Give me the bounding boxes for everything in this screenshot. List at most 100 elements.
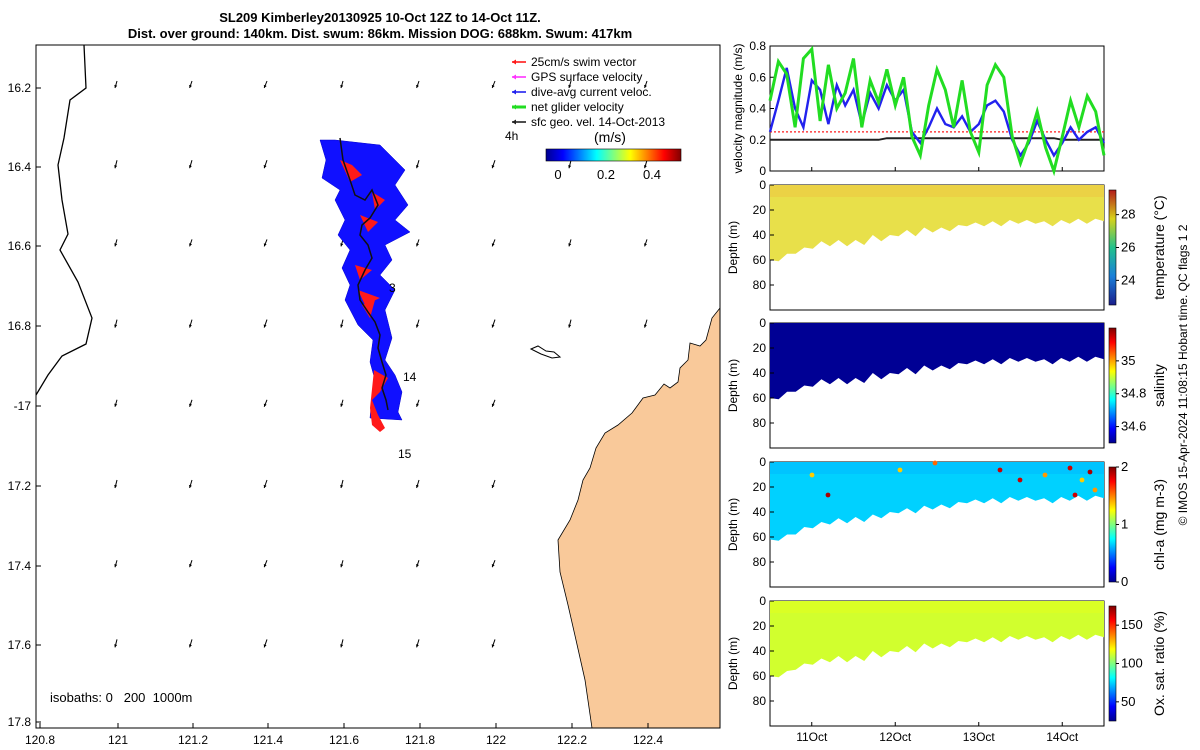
- chl-sample-dot: [1092, 487, 1098, 493]
- salinity-section: 0 20 40 60 80 Depth (m) 34.6 34.8 35 salinity: [726, 316, 1167, 449]
- velocity-arrow: [491, 560, 496, 568]
- velocity-y-tick-label: 0.8: [749, 39, 766, 53]
- velocity-y-tick-label: 0: [759, 164, 766, 178]
- velocity-arrow: [644, 239, 648, 247]
- velocity-arrow: [416, 80, 420, 89]
- colorbar-tick-label: 1: [1121, 517, 1128, 532]
- section-y-tick-label: 40: [753, 366, 767, 380]
- velocity-arrow: [340, 560, 344, 568]
- velocity-arrow: [114, 160, 118, 169]
- section-y-axis-label: Depth (m): [726, 221, 740, 274]
- legend-arrowhead: [512, 59, 516, 65]
- section-y-tick-label: 40: [753, 228, 767, 242]
- section-y-tick-label: 80: [753, 694, 767, 708]
- velocity-arrow: [568, 160, 572, 169]
- day-label-4h: 4h: [505, 129, 518, 143]
- velocity-arrow: [416, 239, 420, 247]
- colorbar-label: temperature (°C): [1151, 195, 1167, 299]
- colorbar-tick-label: 34.8: [1121, 386, 1146, 401]
- velocity-arrow: [263, 479, 268, 489]
- section-y-tick-label: 80: [753, 416, 767, 430]
- section-y-tick-label: 60: [753, 253, 767, 267]
- legend-arrowhead: [512, 89, 516, 95]
- colorbar-tick-label: 150: [1121, 617, 1143, 632]
- velocity-arrow: [568, 80, 572, 89]
- surface-velocity-vectors: [114, 80, 648, 648]
- map-y-tick-label: 17.8: [8, 715, 32, 729]
- section-surface-band: [770, 462, 1104, 474]
- chl-sample-dot: [809, 472, 815, 478]
- section-y-tick-label: 20: [753, 619, 767, 633]
- map-y-tick-label: -17: [14, 399, 32, 413]
- figure-title-line2: Dist. over ground: 140km. Dist. swum: 86…: [127, 26, 633, 41]
- legend-arrowhead: [512, 104, 516, 110]
- velocity-arrow: [189, 560, 193, 568]
- map-x-tick-label: 121.4: [253, 733, 283, 747]
- swim-vector-patches: [340, 160, 388, 432]
- velocity-series-line: [768, 67, 1106, 158]
- velocity-series-line: [770, 137, 1104, 141]
- map-x-tick-label: 121.8: [405, 733, 435, 747]
- velocity-arrow: [114, 319, 118, 328]
- chl-sample-dot: [1079, 477, 1085, 483]
- velocity-arrow: [491, 319, 496, 328]
- section-y-axis-label: Depth (m): [726, 359, 740, 412]
- map-x-tick-label: 121.6: [329, 733, 359, 747]
- map-y-tick-label: 16.2: [8, 81, 32, 95]
- chl-sample-dot: [1042, 472, 1048, 478]
- velocity-arrow: [263, 160, 268, 169]
- map-x-tick-label: 121.2: [178, 733, 208, 747]
- speed-colorbar: [545, 148, 682, 162]
- track-map: 120.8 121 121.2 121.4 121.6 121.8 122 122.2 122.…: [8, 44, 721, 747]
- velocity-arrow: [189, 399, 193, 407]
- section-y-tick-label: 0: [759, 178, 766, 192]
- velocity-arrow: [114, 80, 118, 89]
- section-y-axis-label: Depth (m): [726, 637, 740, 690]
- section-surface-band: [770, 601, 1104, 613]
- velocity-arrow: [340, 639, 344, 648]
- legend-label: 25cm/s swim vector: [531, 55, 636, 69]
- section-y-axis-label: Depth (m): [726, 498, 740, 551]
- velocity-y-tick-label: 0.6: [749, 70, 766, 84]
- velocity-arrow: [189, 239, 193, 247]
- velocity-arrow: [263, 639, 268, 648]
- chl-sample-dot: [997, 467, 1003, 473]
- section-y-tick-label: 20: [753, 341, 767, 355]
- colorbar-label: chl-a (mg m-3): [1151, 479, 1167, 570]
- velocity-panel: 0 0.2 0.4 0.6 0.8 velocity magnitude (m/s): [731, 39, 1106, 178]
- colorbar-label: Ox. sat. ratio (%): [1151, 611, 1167, 716]
- figure-title-line1: SL209 Kimberley20130925 10-Oct 12Z to 14…: [219, 10, 541, 25]
- colorbar-tick-label: 0.4: [643, 167, 661, 182]
- legend-label: dive-avg current veloc.: [531, 85, 652, 99]
- map-x-tick-label: 122.4: [633, 733, 663, 747]
- velocity-arrow: [188, 319, 193, 328]
- section-y-tick-label: 60: [753, 391, 767, 405]
- section-surface-band: [770, 185, 1104, 197]
- colorbar-label: salinity: [1151, 364, 1167, 407]
- colorbar-tick-label: 100: [1121, 656, 1143, 671]
- section-x-tick-label: 11Oct: [796, 730, 828, 744]
- velocity-arrow: [416, 560, 420, 568]
- velocity-arrow: [189, 80, 193, 89]
- map-axes: 120.8 121 121.2 121.4 121.6 121.8 122 122.2 122.…: [8, 81, 664, 747]
- velocity-y-tick-label: 0.2: [749, 133, 766, 147]
- legend-label: GPS surface velocity: [531, 70, 642, 84]
- velocity-arrow: [415, 160, 420, 169]
- section-x-tick-label: 12Oct: [879, 730, 912, 744]
- map-y-tick-label: 17.4: [8, 559, 32, 573]
- section-surface-band: [770, 323, 1104, 335]
- velocity-arrow: [491, 479, 496, 489]
- velocity-y-axis-label: velocity magnitude (m/s): [731, 43, 745, 173]
- chl-sample-dot: [897, 467, 903, 473]
- section-y-tick-label: 80: [753, 555, 767, 569]
- velocity-arrow: [568, 239, 572, 247]
- day-label-14: 14: [403, 370, 417, 384]
- isobath-contour: [36, 45, 93, 396]
- legend-arrowhead: [512, 119, 516, 125]
- section-y-tick-label: 0: [759, 594, 766, 608]
- map-y-tick-label: 16.4: [8, 160, 32, 174]
- velocity-arrow: [643, 319, 648, 328]
- velocity-arrow: [188, 639, 193, 648]
- velocity-arrow: [643, 160, 648, 169]
